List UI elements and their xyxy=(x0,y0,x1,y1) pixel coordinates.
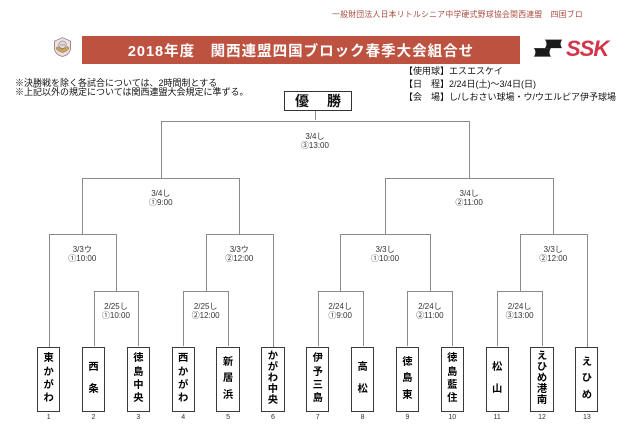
svg-text:四国: 四国 xyxy=(60,43,66,47)
